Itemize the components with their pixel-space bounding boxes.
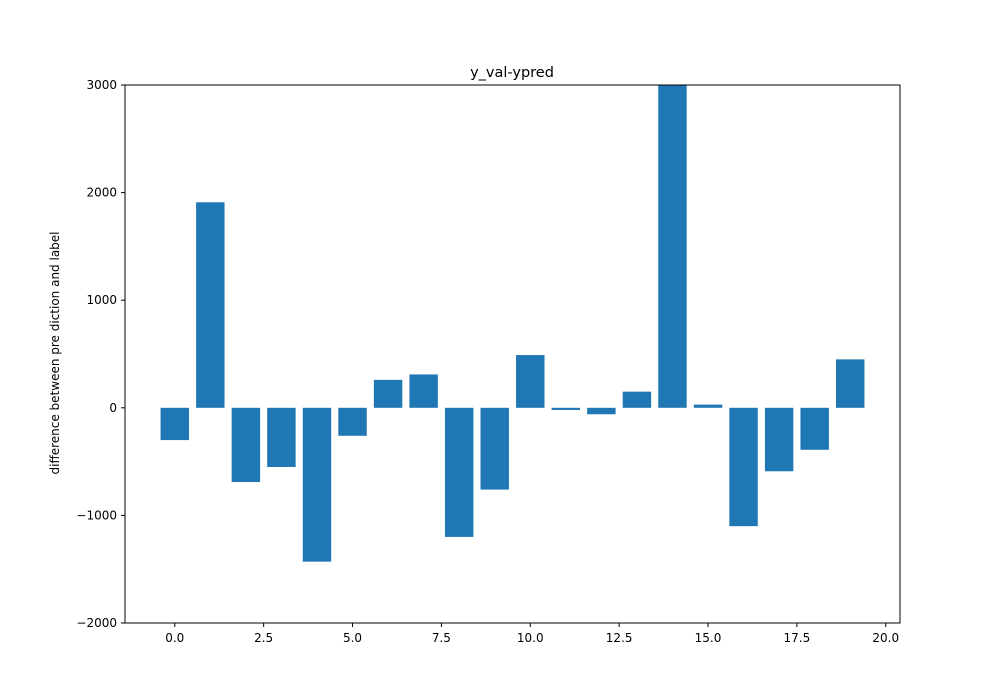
bar-16	[729, 407, 758, 527]
y-tick-label: 2000	[86, 186, 117, 200]
x-axis-ticks: 0.0 2.5 5.0 7.5 10.0 12.5 15.0 17.5 20.0	[165, 623, 899, 645]
y-axis-label: difference between pre diction and label	[48, 231, 62, 474]
chart-title: y_val-ypred	[470, 65, 554, 81]
x-tick-label: 2.5	[254, 631, 273, 645]
bar-3	[267, 407, 296, 467]
x-tick-label: 0.0	[165, 631, 184, 645]
bar-14	[658, 85, 687, 408]
y-tick-label: 0	[109, 401, 117, 415]
bar-11	[551, 407, 581, 410]
y-axis-ticks: −2000 −1000 0 1000 2000 3000	[76, 78, 125, 630]
bar-2	[231, 407, 261, 483]
y-tick-label: −1000	[76, 508, 117, 522]
bar-8	[444, 407, 474, 537]
bar-10	[516, 355, 545, 408]
y-tick-label: −2000	[76, 616, 117, 630]
bar-19	[836, 359, 865, 408]
bar-0	[160, 407, 189, 441]
bar-12	[587, 407, 616, 415]
x-tick-label: 15.0	[695, 631, 722, 645]
bar-13	[622, 391, 652, 408]
axes-frame	[124, 84, 901, 624]
bar-1	[196, 202, 225, 408]
bar-15	[693, 404, 723, 408]
bar-5	[338, 407, 367, 436]
y-tick-label: 3000	[86, 78, 117, 92]
x-tick-label: 17.5	[784, 631, 811, 645]
bars-group	[160, 85, 865, 562]
x-tick-label: 10.0	[517, 631, 544, 645]
x-tick-label: 7.5	[432, 631, 451, 645]
x-tick-label: 5.0	[343, 631, 362, 645]
bar-18	[800, 407, 829, 450]
bar-9	[480, 407, 509, 490]
x-tick-label: 12.5	[606, 631, 633, 645]
bar-4	[302, 407, 332, 562]
bar-17	[764, 407, 794, 472]
x-tick-label: 20.0	[872, 631, 899, 645]
y-tick-label: 1000	[86, 293, 117, 307]
bar-7	[409, 374, 438, 408]
bar-6	[373, 379, 403, 408]
